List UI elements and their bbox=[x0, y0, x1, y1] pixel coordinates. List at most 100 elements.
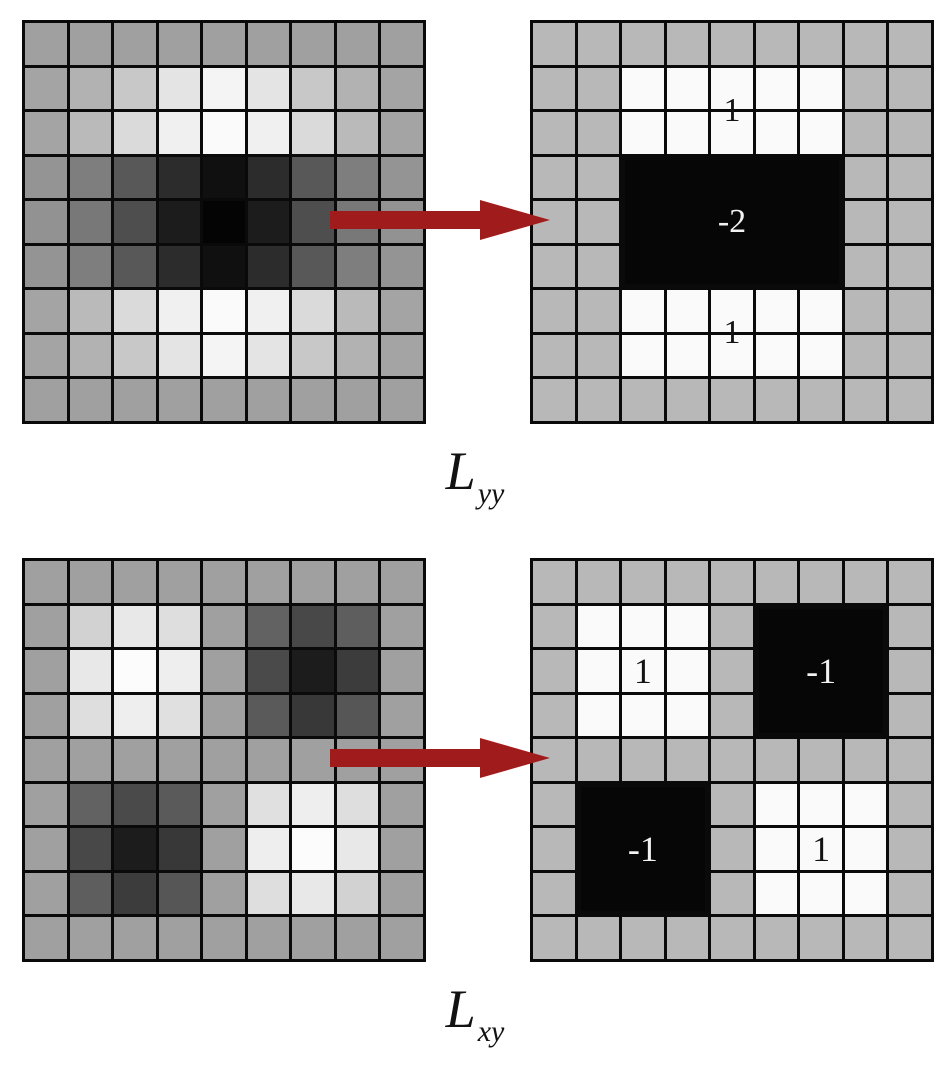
grid-cell bbox=[533, 561, 575, 603]
grid-cell bbox=[756, 739, 798, 781]
grid-cell bbox=[800, 68, 842, 110]
grid-cell bbox=[25, 650, 67, 692]
grid-cell bbox=[337, 290, 379, 332]
grid-cell bbox=[337, 695, 379, 737]
grid-cell bbox=[622, 873, 664, 915]
caption-lyy-sub: yy bbox=[478, 477, 505, 510]
grid-cell bbox=[292, 695, 334, 737]
grid-cell bbox=[25, 917, 67, 959]
grid-cell bbox=[114, 201, 156, 243]
grid-cell bbox=[203, 828, 245, 870]
grid-cell bbox=[159, 290, 201, 332]
grid-cell bbox=[337, 68, 379, 110]
grid-cell bbox=[711, 379, 753, 421]
grid-cell bbox=[25, 290, 67, 332]
grid-cell bbox=[845, 112, 887, 154]
grid-cell bbox=[845, 201, 887, 243]
grid-cell bbox=[248, 23, 290, 65]
grid-cell bbox=[578, 68, 620, 110]
grid-cell bbox=[756, 695, 798, 737]
grid-cell bbox=[248, 68, 290, 110]
grid-cell bbox=[337, 112, 379, 154]
arrow-lyy bbox=[330, 200, 550, 240]
grid-cell bbox=[533, 606, 575, 648]
grid-cell bbox=[25, 784, 67, 826]
grid-cell bbox=[889, 828, 931, 870]
grid-cell bbox=[889, 561, 931, 603]
grid-cell bbox=[800, 873, 842, 915]
grid-cell bbox=[711, 335, 753, 377]
grid-cell bbox=[159, 157, 201, 199]
grid-cell bbox=[381, 68, 423, 110]
grid-cell bbox=[711, 606, 753, 648]
grid-cell bbox=[622, 335, 664, 377]
grid-cell bbox=[711, 112, 753, 154]
grid-cell bbox=[533, 650, 575, 692]
grid-cell bbox=[70, 68, 112, 110]
grid-cell bbox=[800, 23, 842, 65]
grid-cell bbox=[25, 201, 67, 243]
grid-cell bbox=[25, 606, 67, 648]
grid-cell bbox=[337, 917, 379, 959]
grid-cell bbox=[248, 290, 290, 332]
grid-cell bbox=[70, 739, 112, 781]
caption-lxy-main: L bbox=[446, 979, 476, 1039]
grid-cell bbox=[159, 606, 201, 648]
grid-cell bbox=[25, 23, 67, 65]
grid-cell bbox=[622, 201, 664, 243]
grid-cell bbox=[533, 68, 575, 110]
grid-cell bbox=[845, 695, 887, 737]
grid-cell bbox=[578, 739, 620, 781]
grid-cell bbox=[248, 873, 290, 915]
panel-lyy: 1-21 Lyy bbox=[0, 0, 948, 538]
grid-cell bbox=[159, 784, 201, 826]
grid-cell bbox=[114, 68, 156, 110]
grid-cell bbox=[711, 561, 753, 603]
grid-cell bbox=[114, 290, 156, 332]
grid-cell bbox=[381, 650, 423, 692]
arrow-lxy bbox=[330, 738, 550, 778]
grid-cell bbox=[381, 379, 423, 421]
grid-cell bbox=[756, 828, 798, 870]
grid-cell bbox=[248, 739, 290, 781]
grid-cell bbox=[845, 828, 887, 870]
grid-cell bbox=[578, 606, 620, 648]
grid-cell bbox=[667, 335, 709, 377]
grid-cell bbox=[800, 201, 842, 243]
grid-cell bbox=[711, 739, 753, 781]
grid-cell bbox=[800, 379, 842, 421]
grid-cell bbox=[114, 873, 156, 915]
grid-cell bbox=[70, 606, 112, 648]
grid-cell bbox=[159, 335, 201, 377]
grid-cell bbox=[800, 784, 842, 826]
grid-cell bbox=[159, 695, 201, 737]
grid-cell bbox=[800, 246, 842, 288]
grid-cell bbox=[889, 650, 931, 692]
grid-cell bbox=[622, 784, 664, 826]
grid-cell bbox=[756, 873, 798, 915]
grid-cell bbox=[114, 157, 156, 199]
grid-cell bbox=[203, 68, 245, 110]
grid-cell bbox=[70, 828, 112, 870]
grid-cell bbox=[578, 290, 620, 332]
grid-cell bbox=[533, 917, 575, 959]
grid-cell bbox=[756, 917, 798, 959]
grid-cell bbox=[292, 157, 334, 199]
grid-cell bbox=[578, 112, 620, 154]
grid-cell bbox=[159, 379, 201, 421]
grid-cell bbox=[889, 157, 931, 199]
grid-cell bbox=[667, 379, 709, 421]
grid-cell bbox=[578, 246, 620, 288]
grid-cell bbox=[292, 739, 334, 781]
grid-cell bbox=[889, 739, 931, 781]
grid-cell bbox=[248, 379, 290, 421]
grid-cell bbox=[756, 784, 798, 826]
grid-cell bbox=[381, 335, 423, 377]
grid-cell bbox=[889, 379, 931, 421]
grid-cell bbox=[70, 784, 112, 826]
grid-cell bbox=[667, 695, 709, 737]
caption-lxy-sub: xy bbox=[478, 1015, 505, 1048]
grid-cell bbox=[159, 739, 201, 781]
grid-cell bbox=[800, 157, 842, 199]
grid-cell bbox=[292, 290, 334, 332]
